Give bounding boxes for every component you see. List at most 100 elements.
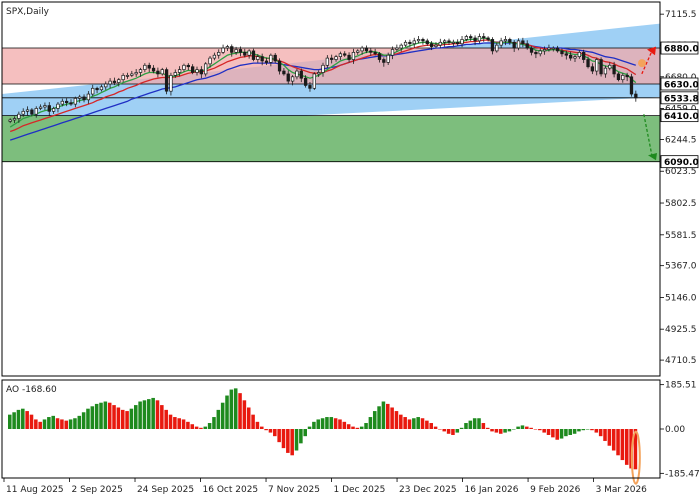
candle-body [334, 56, 338, 60]
candle [73, 96, 77, 108]
candle-body [225, 46, 230, 49]
ao-bar [442, 429, 447, 432]
ao-bar [21, 408, 25, 429]
ao-tick-label: -185.47 [665, 469, 700, 479]
candle-body [182, 64, 186, 70]
candle [590, 63, 595, 75]
ao-bar [577, 429, 581, 432]
candle [416, 35, 421, 44]
candle-body [555, 47, 560, 52]
candle [143, 63, 147, 73]
ao-bar [407, 419, 412, 429]
candle [56, 101, 60, 113]
candle-body [590, 66, 595, 72]
ao-bar [581, 429, 586, 431]
candle-body [469, 36, 473, 39]
candle-body [421, 39, 425, 42]
candle-body [12, 118, 17, 121]
forecast-arrows [638, 46, 657, 161]
level-tag-label: 6410.0 [664, 112, 699, 122]
candle [286, 70, 290, 85]
arrow-up-line [641, 50, 653, 75]
candle [17, 111, 21, 123]
candle [104, 81, 108, 90]
ao-tick-label: 185.51 [665, 381, 697, 391]
ao-bar [503, 429, 507, 433]
ao-bar [624, 429, 629, 465]
candle [469, 34, 473, 41]
candle [290, 75, 295, 86]
ao-bar [177, 418, 181, 429]
candle [338, 51, 343, 61]
candle-body [290, 76, 295, 82]
candle-body [60, 100, 64, 105]
candle [534, 50, 538, 59]
candle-body [56, 103, 60, 109]
ao-bar [494, 429, 499, 433]
ao-bar [620, 429, 625, 461]
ao-bar [381, 401, 386, 429]
candle [555, 45, 560, 53]
candle [65, 98, 69, 107]
candle [47, 102, 51, 116]
candle-body [156, 70, 160, 75]
candle-body [108, 80, 112, 85]
level-tag-box [660, 155, 699, 169]
ao-bar [125, 411, 129, 429]
candle [25, 106, 30, 116]
candle-body [269, 54, 273, 63]
candle [78, 94, 82, 103]
candle [256, 54, 260, 63]
candle-body [17, 113, 21, 119]
ao-bar [316, 419, 321, 429]
candle [260, 53, 264, 66]
ao-bar [112, 405, 116, 429]
ao-bar [546, 429, 551, 435]
candle-body [251, 50, 256, 60]
candle-body [599, 59, 603, 75]
candle-body [508, 39, 512, 43]
candle-body [438, 41, 442, 46]
candle [34, 106, 38, 118]
candle-body [38, 106, 43, 109]
ao-bar [86, 408, 90, 429]
candle-body [91, 87, 95, 95]
ao-bar [377, 406, 381, 429]
candle [443, 39, 447, 47]
candle [95, 86, 99, 94]
ao-bar [472, 418, 477, 429]
candle [395, 44, 399, 52]
ao-bar [355, 427, 360, 429]
candle-body [408, 41, 412, 45]
candle-body [69, 102, 73, 105]
ao-bar [590, 429, 594, 431]
candle-body [473, 37, 477, 42]
ao-bar [147, 399, 151, 429]
candle [60, 98, 64, 107]
candle [429, 41, 434, 51]
ao-bar [585, 429, 590, 430]
candle [243, 48, 247, 58]
candle [621, 73, 625, 83]
candle [264, 57, 269, 66]
ao-bar [99, 402, 103, 429]
candle-body [616, 73, 621, 81]
ao-axis-labels: 185.51 0.00 -185.47 [660, 381, 700, 479]
candle [460, 35, 464, 48]
ao-bar [255, 421, 260, 429]
candle-body [51, 108, 56, 112]
level-tag-box [660, 91, 699, 105]
candle-body [295, 70, 299, 78]
candle [217, 49, 221, 59]
candle [412, 37, 416, 49]
ao-bar [286, 429, 290, 453]
candle-body [399, 44, 403, 49]
candle-body [117, 79, 121, 83]
candle [164, 67, 169, 95]
ao-bar [220, 402, 225, 429]
ao-bar [129, 408, 134, 429]
ao-bar [294, 429, 299, 451]
candle-body [382, 59, 386, 63]
candle [8, 118, 12, 124]
candle-body [65, 100, 69, 104]
